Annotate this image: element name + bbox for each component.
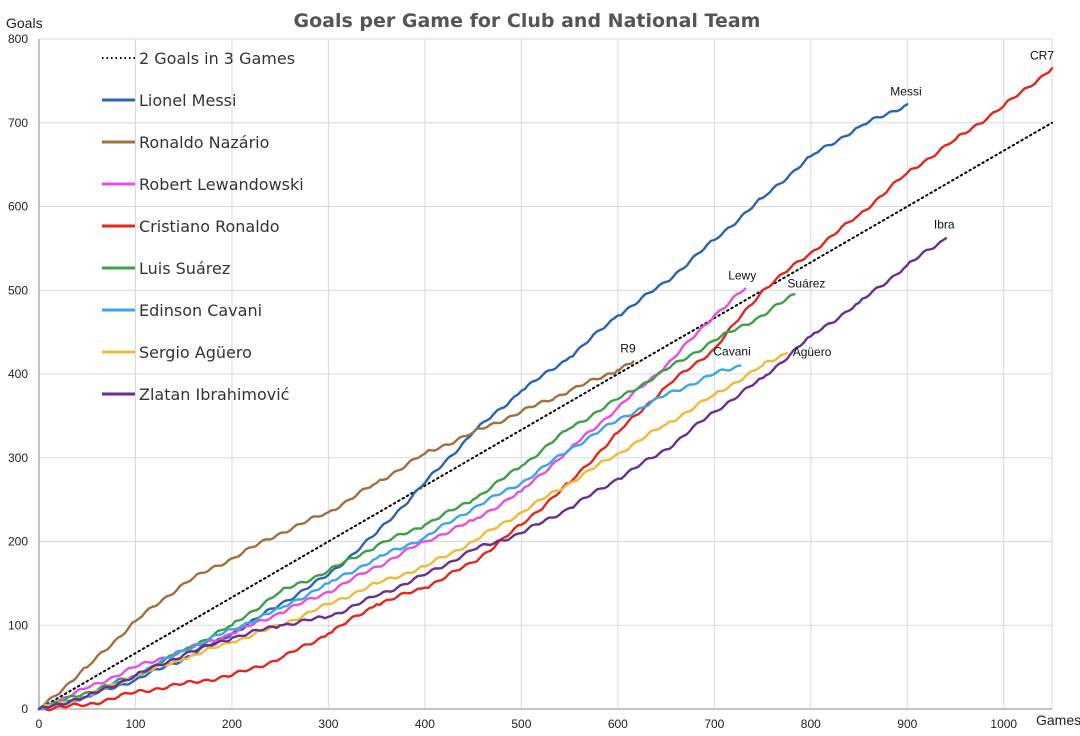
x-tick-label: 400 [415, 717, 435, 731]
x-tick-label: 200 [222, 717, 242, 731]
series-line-2-goals-in-3-games [38, 121, 1053, 710]
y-tick-label: 500 [8, 283, 28, 297]
series-line-cristiano-ronaldo [37, 67, 1054, 712]
chart-title: Goals per Game for Club and National Tea… [294, 10, 761, 32]
series-end-label-edinson-cavani: Cavani [713, 345, 750, 359]
series-end-label-ronaldo-nazario: R9 [620, 341, 636, 355]
series-end-label-robert-lewandowski: Lewy [728, 269, 756, 283]
legend-label-ronaldo-nazario: Ronaldo Nazário [139, 133, 269, 152]
legend-label-cristiano-ronaldo: Cristiano Ronaldo [139, 217, 280, 236]
series-end-label-luis-suarez: Suárez [787, 276, 825, 290]
series-line-sergio-aguero [37, 351, 788, 711]
series-line-robert-lewandowski [37, 287, 747, 711]
series-line-ronaldo-nazario [37, 360, 635, 711]
x-tick-label: 0 [36, 717, 43, 731]
legend-label-edinson-cavani: Edinson Cavani [139, 301, 262, 320]
y-tick-label: 0 [21, 702, 28, 716]
tick-labels: 0 100 200 300 400 500 600 700 800 900 1000 0 100 200 3… [8, 32, 1017, 731]
x-tick-label: 100 [125, 717, 145, 731]
x-tick-label: 500 [511, 717, 531, 731]
legend-label-sergio-aguero: Sergio Agüero [139, 343, 252, 362]
y-tick-label: 700 [8, 116, 28, 130]
series-line-zlatan-ibrahimovic [37, 237, 948, 711]
legend-label-lionel-messi: Lionel Messi [139, 91, 236, 110]
legend-label-zlatan-ibrahimovic: Zlatan Ibrahimović [139, 385, 289, 404]
y-tick-label: 100 [8, 618, 28, 632]
y-tick-label: 400 [8, 367, 28, 381]
x-tick-label: 900 [897, 717, 917, 731]
y-tick-label: 800 [8, 32, 28, 46]
series-end-label-lionel-messi: Messi [890, 84, 921, 98]
series-line-edinson-cavani [37, 364, 742, 711]
x-tick-label: 700 [704, 717, 724, 731]
x-tick-label: 800 [801, 717, 821, 731]
y-axis-title: Goals [6, 15, 43, 31]
x-tick-label: 300 [318, 717, 338, 731]
series-end-label-zlatan-ibrahimovic: Ibra [934, 217, 955, 231]
y-tick-label: 600 [8, 200, 28, 214]
legend-label-2-goals-in-3-games: 2 Goals in 3 Games [139, 49, 295, 68]
y-tick-label: 300 [8, 451, 28, 465]
x-tick-label: 1000 [990, 717, 1017, 731]
series-lines [37, 67, 1054, 712]
x-tick-label: 600 [608, 717, 628, 731]
series-line-lionel-messi [37, 103, 909, 711]
legend-label-luis-suarez: Luis Suárez [139, 259, 230, 278]
series-end-labels: Messi R9 Lewy CR7 Suárez Cavani Agüero Ibra [620, 48, 1054, 359]
x-axis-title: Games [1036, 712, 1080, 728]
legend-label-robert-lewandowski: Robert Lewandowski [139, 175, 304, 194]
y-tick-label: 200 [8, 535, 28, 549]
series-end-label-sergio-aguero: Agüero [793, 345, 832, 359]
series-end-label-cristiano-ronaldo: CR7 [1030, 48, 1054, 62]
legend: 2 Goals in 3 Games Lionel Messi Ronaldo Na… [102, 49, 304, 404]
